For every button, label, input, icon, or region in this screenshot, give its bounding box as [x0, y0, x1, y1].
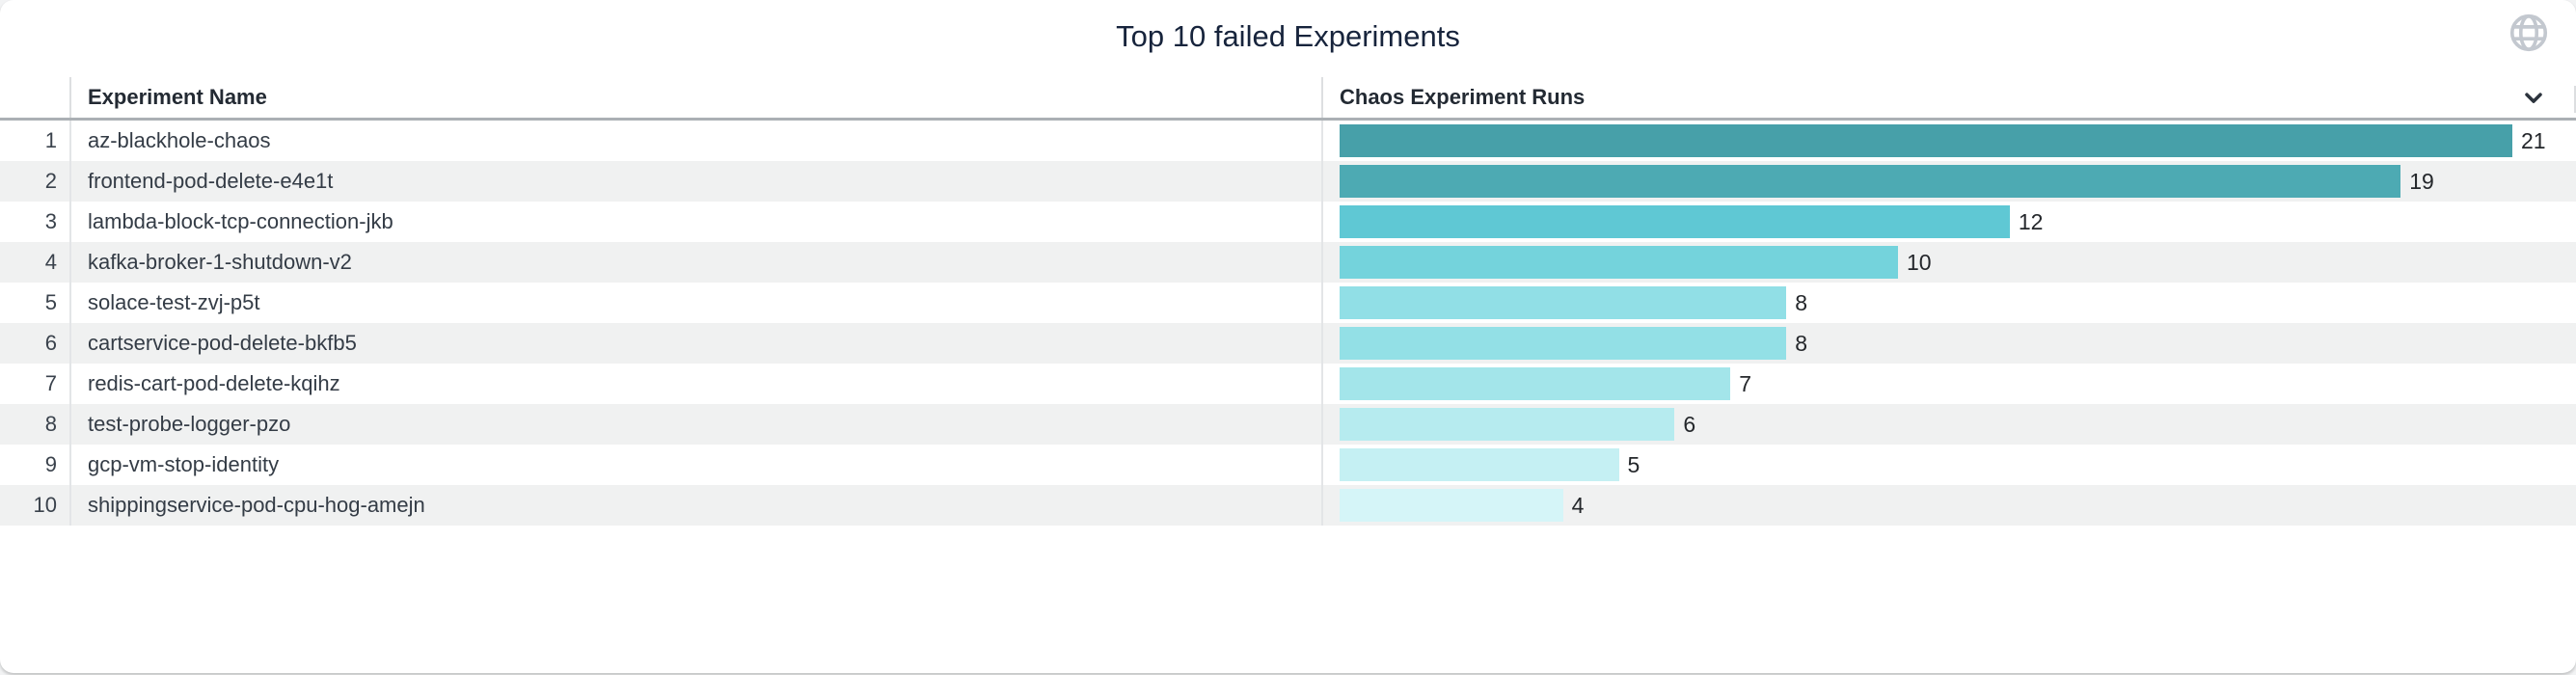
row-rank: 10: [0, 485, 71, 526]
column-header-label: Experiment Name: [88, 85, 267, 109]
row-name: redis-cart-pod-delete-kqihz: [88, 371, 340, 395]
row-rank: 5: [0, 283, 71, 323]
table-row: 1 az-blackhole-chaos 21: [0, 121, 2576, 161]
run-count-bar[interactable]: [1340, 448, 1619, 481]
row-chart-cell: 21: [1321, 121, 2576, 161]
row-chart-cell: 5: [1321, 445, 2576, 485]
row-name: az-blackhole-chaos: [88, 128, 271, 152]
table-row: 7 redis-cart-pod-delete-kqihz 7: [0, 364, 2576, 404]
table-row: 2 frontend-pod-delete-e4e1t 19: [0, 161, 2576, 202]
row-name: test-probe-logger-pzo: [88, 412, 291, 436]
row-value: 8: [1795, 330, 1807, 356]
table-row: 8 test-probe-logger-pzo 6: [0, 404, 2576, 445]
row-rank: 6: [0, 323, 71, 364]
row-chart-cell: 8: [1321, 283, 2576, 323]
table-row: 9 gcp-vm-stop-identity 5: [0, 445, 2576, 485]
row-name: solace-test-zvj-p5t: [88, 290, 260, 314]
run-count-bar[interactable]: [1340, 124, 2512, 157]
row-name: cartservice-pod-delete-bkfb5: [88, 331, 357, 355]
row-rank: 4: [0, 242, 71, 283]
table-row: 5 solace-test-zvj-p5t 8: [0, 283, 2576, 323]
row-rank: 9: [0, 445, 71, 485]
row-chart-cell: 4: [1321, 485, 2576, 526]
row-chart-cell: 8: [1321, 323, 2576, 364]
row-value: 7: [1739, 370, 1752, 396]
row-chart-cell: 6: [1321, 404, 2576, 445]
row-rank: 8: [0, 404, 71, 445]
run-count-bar[interactable]: [1340, 205, 2010, 238]
chevron-down-icon[interactable]: [2520, 84, 2547, 111]
row-rank: 3: [0, 202, 71, 242]
row-value: 12: [2018, 208, 2044, 234]
table-header-row: Experiment Name Chaos Experiment Runs: [0, 77, 2576, 121]
row-chart-cell: 10: [1321, 242, 2576, 283]
row-name: shippingservice-pod-cpu-hog-amejn: [88, 493, 425, 517]
row-value: 8: [1795, 289, 1807, 315]
column-header-experiment-name[interactable]: Experiment Name: [71, 77, 1321, 118]
row-rank: 7: [0, 364, 71, 404]
run-count-bar[interactable]: [1340, 246, 1898, 279]
row-name: frontend-pod-delete-e4e1t: [88, 169, 334, 193]
row-value: 4: [1571, 492, 1585, 518]
table-row: 10 shippingservice-pod-cpu-hog-amejn 4: [0, 485, 2576, 526]
row-chart-cell: 19: [1321, 161, 2576, 202]
column-header-chaos-runs[interactable]: Chaos Experiment Runs: [1321, 77, 2576, 118]
row-name: lambda-block-tcp-connection-jkb: [88, 209, 393, 233]
run-count-bar[interactable]: [1340, 327, 1787, 360]
top10-table: Experiment Name Chaos Experiment Runs 1 …: [0, 77, 2576, 526]
column-header-label: Chaos Experiment Runs: [1340, 85, 1586, 109]
row-number-header: [0, 77, 71, 118]
run-count-bar[interactable]: [1340, 367, 1731, 400]
table-row: 6 cartservice-pod-delete-bkfb5 8: [0, 323, 2576, 364]
globe-icon: [2507, 11, 2551, 55]
run-count-bar[interactable]: [1340, 408, 1675, 441]
row-value: 21: [2521, 127, 2546, 153]
row-value: 6: [1683, 411, 1696, 437]
row-value: 19: [2409, 168, 2434, 194]
run-count-bar[interactable]: [1340, 489, 1563, 522]
row-chart-cell: 7: [1321, 364, 2576, 404]
header-edge-divider: [2574, 86, 2576, 113]
row-name: gcp-vm-stop-identity: [88, 452, 280, 476]
row-chart-cell: 12: [1321, 202, 2576, 242]
row-rank: 2: [0, 161, 71, 202]
run-count-bar[interactable]: [1340, 286, 1787, 319]
row-value: 10: [1907, 249, 1932, 275]
row-value: 5: [1627, 451, 1641, 477]
row-name: kafka-broker-1-shutdown-v2: [88, 250, 352, 274]
table-row: 3 lambda-block-tcp-connection-jkb 12: [0, 202, 2576, 242]
run-count-bar[interactable]: [1340, 165, 2401, 198]
row-rank: 1: [0, 121, 71, 161]
table-row: 4 kafka-broker-1-shutdown-v2 10: [0, 242, 2576, 283]
table-body: 1 az-blackhole-chaos 21 2 frontend-pod-d…: [0, 121, 2576, 526]
page-title: Top 10 failed Experiments: [1116, 19, 1460, 53]
